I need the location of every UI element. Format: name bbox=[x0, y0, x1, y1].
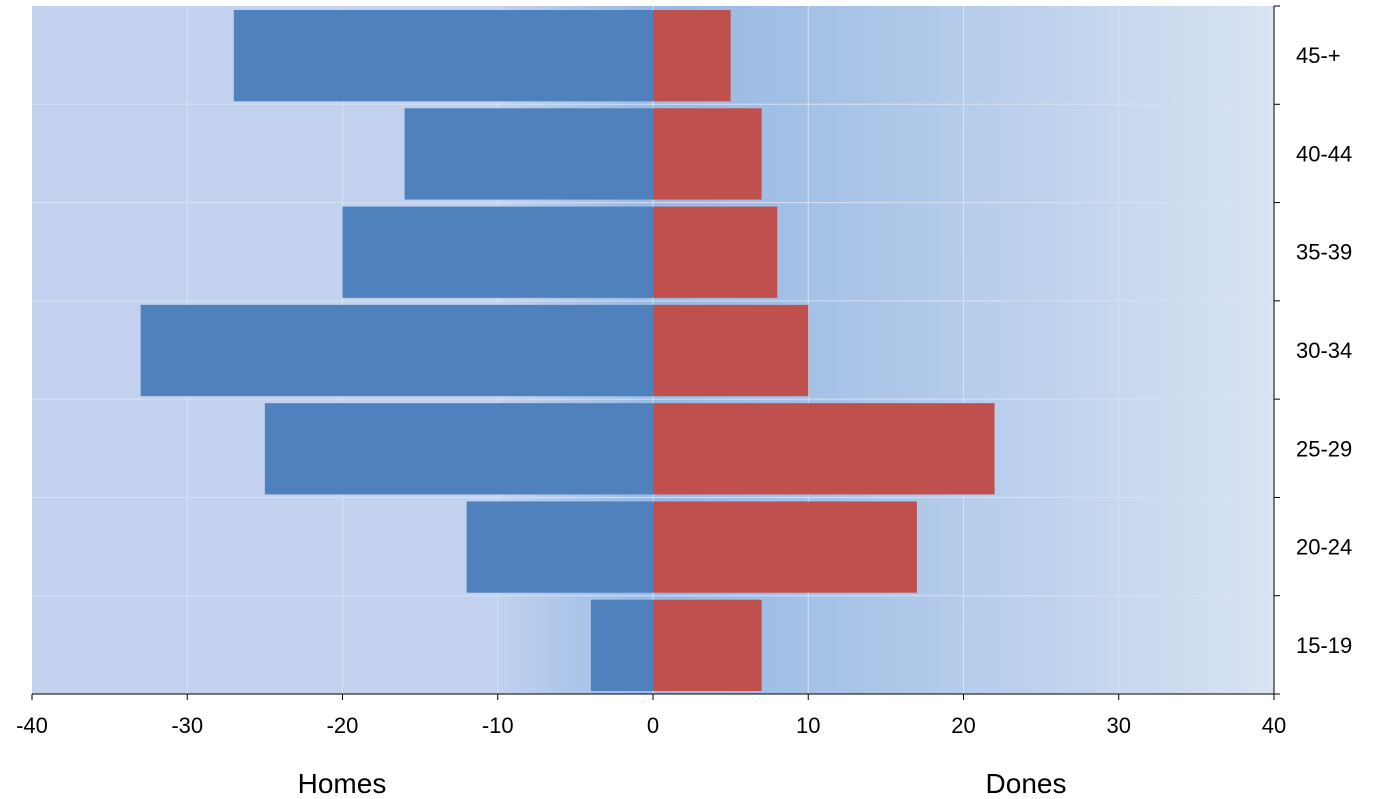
x-tick-label: -40 bbox=[16, 713, 48, 738]
bar-dones-25-29 bbox=[653, 403, 995, 495]
bar-dones-20-24 bbox=[653, 501, 917, 593]
x-tick-label: -10 bbox=[482, 713, 514, 738]
bar-dones-40-44 bbox=[653, 108, 762, 200]
category-label: 20-24 bbox=[1296, 535, 1352, 560]
x-tick-label: 40 bbox=[1262, 713, 1286, 738]
category-label: 25-29 bbox=[1296, 436, 1352, 461]
x-tick-labels: -40 -30 -20 -10 0 10 20 30 40 bbox=[16, 713, 1286, 738]
bar-homes-15-19 bbox=[590, 599, 653, 691]
x-tick-label: -20 bbox=[327, 713, 359, 738]
x-tick-label: 10 bbox=[796, 713, 820, 738]
bar-homes-30-34 bbox=[140, 304, 654, 397]
category-label: 40-44 bbox=[1296, 141, 1352, 166]
bar-homes-35-39 bbox=[342, 206, 653, 298]
axes bbox=[31, 5, 1280, 700]
bar-homes-45-+ bbox=[233, 10, 653, 102]
left-series-label: Homes bbox=[298, 768, 387, 799]
bar-dones-30-34 bbox=[653, 304, 809, 397]
category-label: 35-39 bbox=[1296, 240, 1352, 265]
category-label: 15-19 bbox=[1296, 633, 1352, 658]
right-series-label: Dones bbox=[986, 768, 1067, 799]
x-tick-label: 0 bbox=[647, 713, 659, 738]
x-tick-label: 20 bbox=[951, 713, 975, 738]
category-label: 30-34 bbox=[1296, 338, 1352, 363]
bar-dones-45-+ bbox=[653, 10, 731, 102]
bar-homes-20-24 bbox=[466, 501, 653, 593]
bar-dones-15-19 bbox=[653, 599, 762, 691]
bars bbox=[140, 10, 995, 691]
category-labels: 15-19 20-24 25-29 30-34 35-39 40-44 45-+ bbox=[1296, 43, 1352, 658]
category-label: 45-+ bbox=[1296, 43, 1341, 68]
bar-dones-35-39 bbox=[653, 206, 778, 298]
x-tick-label: -30 bbox=[171, 713, 203, 738]
bar-homes-40-44 bbox=[404, 108, 653, 200]
bar-homes-25-29 bbox=[264, 403, 653, 495]
x-tick-label: 30 bbox=[1107, 713, 1131, 738]
